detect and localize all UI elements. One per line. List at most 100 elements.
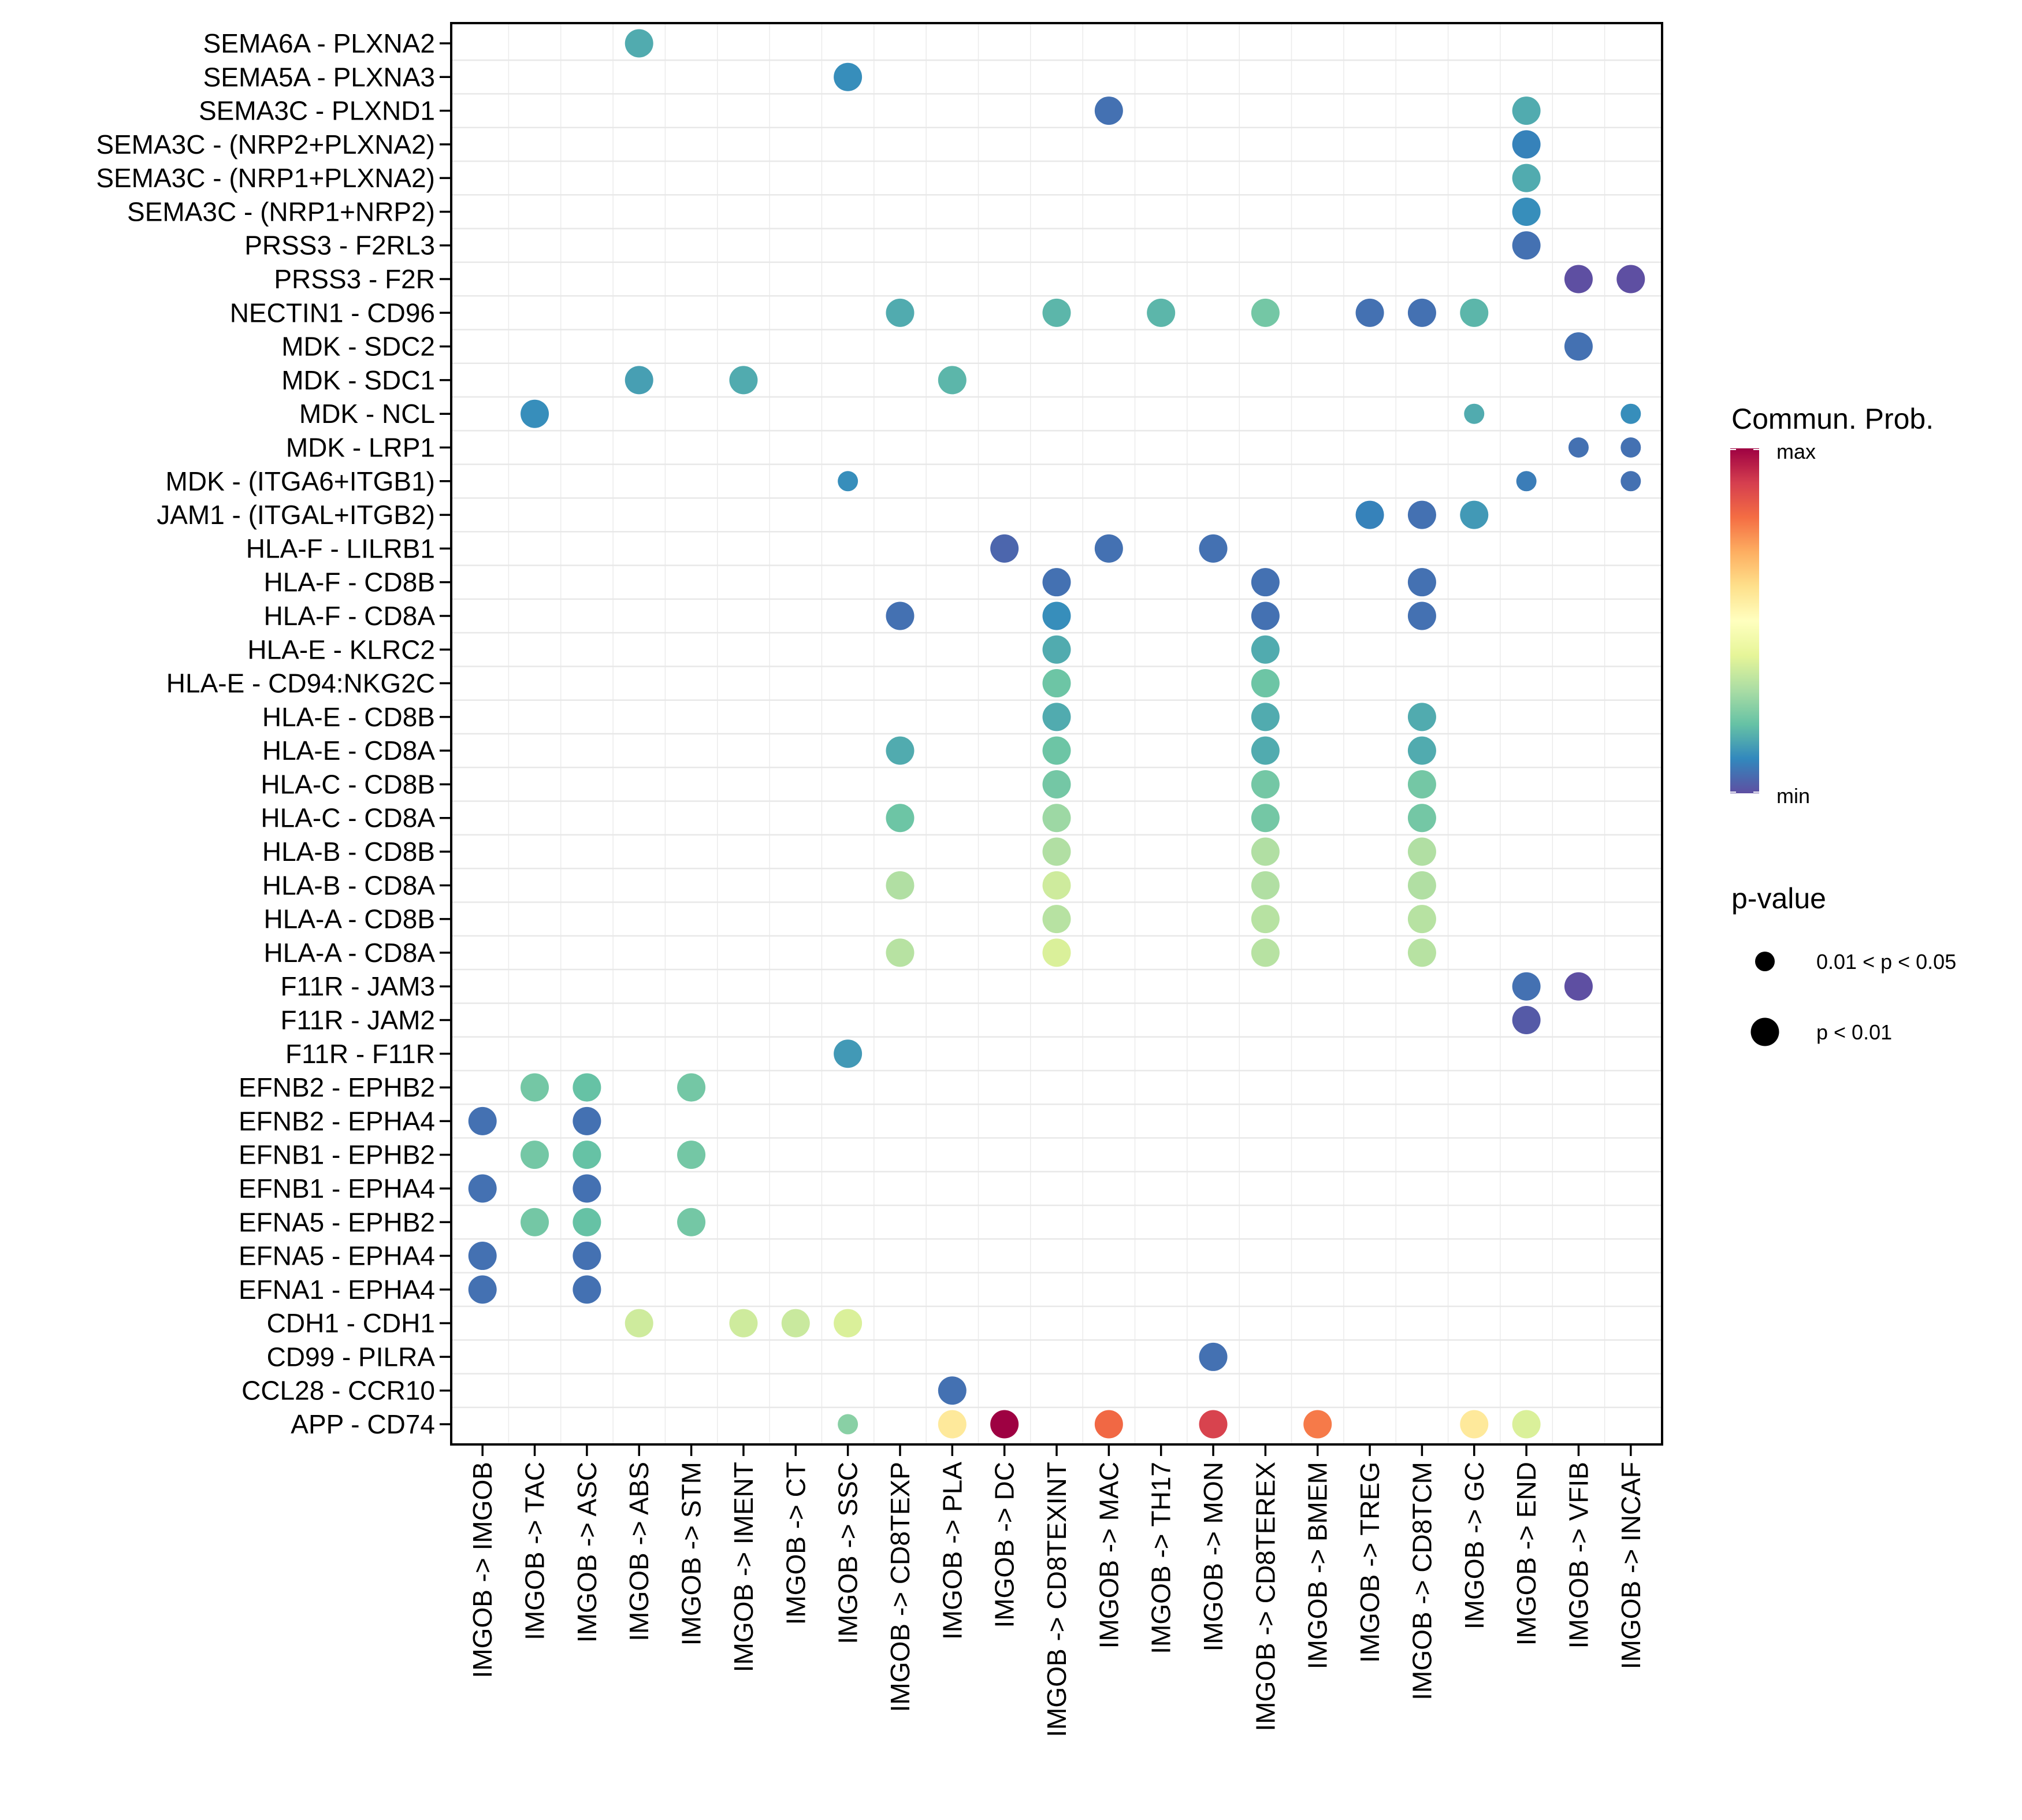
x-tick-label: IMGOB -> CD8TEXINT [1042,1462,1072,1737]
data-point [1042,804,1071,833]
data-point [1199,534,1228,563]
y-tick-label: F11R - F11R [285,1039,435,1069]
data-point [1460,1410,1489,1439]
data-point [1042,871,1071,900]
data-point [1407,736,1436,765]
x-tick-label: IMGOB -> TREG [1355,1462,1385,1663]
y-tick-label: EFNB2 - EPHB2 [239,1072,435,1102]
y-tick-label: CCL28 - CCR10 [241,1376,435,1406]
data-point [1094,1410,1123,1439]
data-point [573,1141,601,1169]
x-tick-label: IMGOB -> TH17 [1146,1462,1176,1654]
y-tick-label: MDK - SDC2 [281,332,435,362]
x-tick-label: IMGOB -> ASC [572,1462,602,1643]
y-tick-label: SEMA3C - (NRP2+PLXNA2) [96,129,435,159]
y-tick-label: MDK - LRP1 [286,433,435,463]
data-point [625,366,653,395]
data-point [886,736,915,765]
legend-color-title: Commun. Prob. [1731,403,1934,435]
y-tick-label: HLA-E - CD8B [262,702,435,732]
data-point [729,1309,758,1338]
y-tick-label: PRSS3 - F2RL3 [244,231,435,261]
y-tick-label: CDH1 - CDH1 [267,1308,435,1338]
data-point [1042,837,1071,866]
y-tick-label: EFNA5 - EPHA4 [239,1241,435,1271]
data-point [838,471,858,492]
x-tick-label: IMGOB -> INCAF [1616,1462,1646,1669]
x-tick-label: IMGOB -> DC [990,1462,1020,1628]
data-point [1251,837,1280,866]
data-point [886,601,915,630]
data-point [1251,770,1280,798]
x-tick-label: IMGOB -> END [1511,1462,1541,1646]
data-point [1251,736,1280,765]
data-point [677,1208,706,1236]
data-point [938,1410,967,1439]
data-point [468,1174,497,1203]
data-point [1512,164,1541,192]
data-point [573,1174,601,1203]
data-point [1042,635,1071,664]
data-point [1251,568,1280,597]
data-point [625,1309,653,1338]
x-tick-label: IMGOB -> CD8TEREX [1250,1462,1280,1731]
legend-commun-prob: Commun. Prob. max min [1730,403,1934,808]
data-point [468,1275,497,1304]
data-point [1042,736,1071,765]
data-point [1512,1005,1541,1034]
data-point [521,1141,549,1169]
y-tick-label: F11R - JAM2 [280,1005,435,1035]
data-point [1355,500,1384,529]
x-tick-label: IMGOB -> MAC [1094,1462,1124,1648]
y-tick-label: HLA-F - CD8A [264,601,436,631]
data-point [1251,669,1280,698]
data-point [990,534,1019,563]
data-point [1460,298,1489,327]
y-tick-label: MDK - NCL [299,399,435,429]
y-axis: SEMA6A - PLXNA2 SEMA5A - PLXNA3 SEMA3C - P… [96,28,451,1439]
y-tick-label: HLA-C - CD8B [261,769,435,799]
data-point [1568,437,1589,458]
data-point [1199,1342,1228,1371]
y-tick-label: HLA-F - LILRB1 [246,533,435,563]
legend-label-p01: p < 0.01 [1816,1020,1892,1044]
data-point [1616,265,1645,294]
x-tick-label: IMGOB -> CD8TCM [1407,1462,1437,1700]
y-tick-label: EFNA1 - EPHA4 [239,1275,435,1305]
data-point [1251,601,1280,630]
data-point [834,1039,863,1068]
x-tick-label: IMGOB -> STM [677,1462,707,1646]
data-point [886,804,915,833]
data-point [1407,871,1436,900]
y-tick-label: MDK - SDC1 [281,365,435,395]
grid-lines [451,23,1662,1444]
data-point [521,399,549,428]
y-tick-label: EFNB1 - EPHB2 [239,1140,435,1170]
x-tick-label: IMGOB -> PLA [937,1462,967,1640]
data-point [781,1309,810,1338]
y-tick-label: F11R - JAM3 [280,971,435,1001]
data-point [886,871,915,900]
x-axis: IMGOB -> IMGOB IMGOB -> TAC IMGOB -> ASC IM… [467,1444,1646,1737]
x-tick-label: IMGOB -> MON [1198,1462,1228,1651]
data-point [834,1309,863,1338]
data-point [1407,938,1436,967]
y-tick-label: HLA-C - CD8A [261,803,435,833]
y-tick-label: SEMA3C - (NRP1+NRP2) [127,196,435,226]
data-point [1042,770,1071,798]
data-point [1620,437,1641,458]
data-point [886,938,915,967]
data-point [521,1208,549,1236]
data-point [1251,905,1280,934]
data-point [521,1073,549,1102]
y-tick-label: HLA-E - CD8A [262,736,435,766]
y-tick-label: HLA-B - CD8A [262,870,435,900]
data-point [938,366,967,395]
y-tick-label: PRSS3 - F2R [274,264,435,294]
data-point [1407,298,1436,327]
y-tick-label: EFNB1 - EPHA4 [239,1173,435,1204]
colorbar [1730,448,1759,793]
data-point [1042,568,1071,597]
y-tick-label: SEMA5A - PLXNA3 [203,62,435,92]
